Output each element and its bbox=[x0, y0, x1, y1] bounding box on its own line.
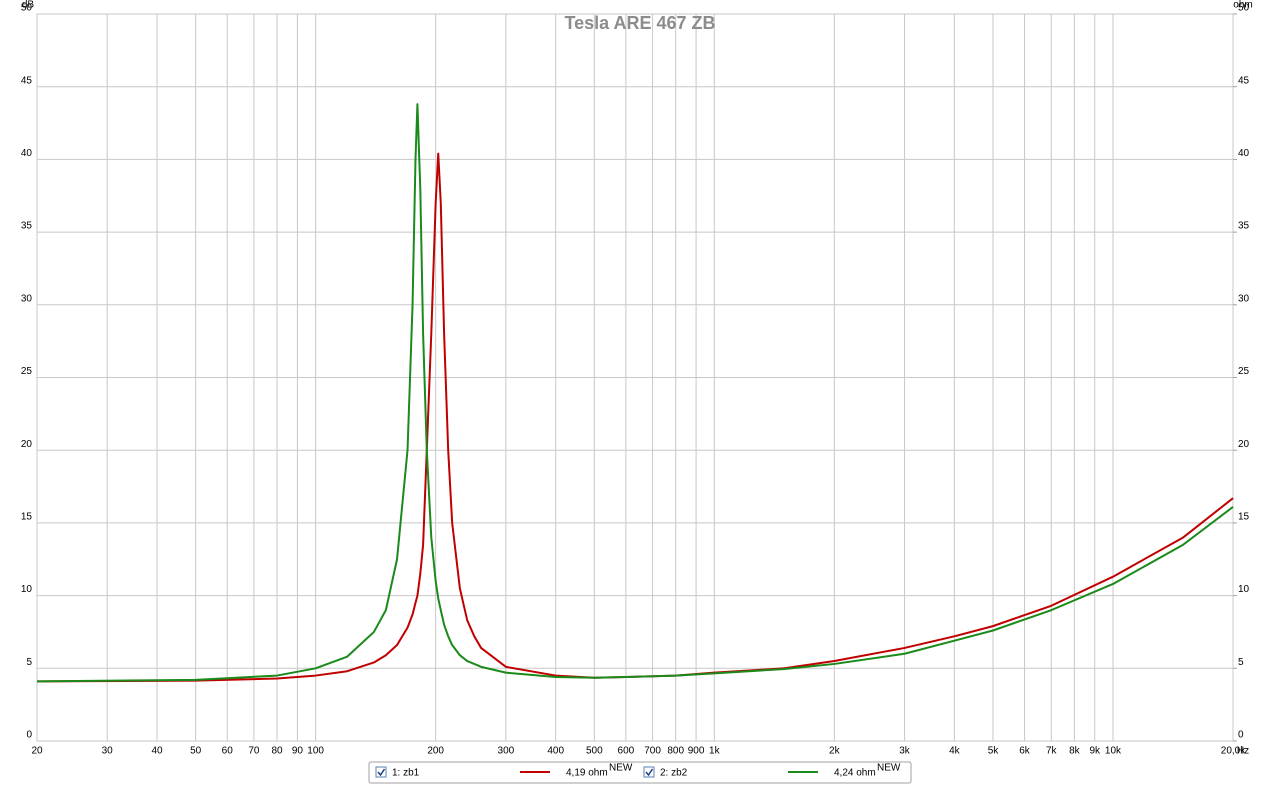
x-tick-label: 3k bbox=[899, 746, 911, 757]
y-tick-label: 25 bbox=[21, 366, 33, 377]
legend-badge: NEW bbox=[877, 763, 901, 774]
y-tick-label: 45 bbox=[21, 75, 33, 86]
x-tick-label: 100 bbox=[307, 746, 324, 757]
legend-checkmark bbox=[377, 768, 386, 777]
y-tick-label: 30 bbox=[21, 293, 33, 304]
y-tick-label: 20 bbox=[21, 439, 33, 450]
x-tick-label: 9k bbox=[1089, 746, 1101, 757]
x-tick-label: 10k bbox=[1105, 746, 1122, 757]
y-tick-label: 15 bbox=[21, 512, 33, 523]
x-tick-label: 800 bbox=[667, 746, 684, 757]
series-line bbox=[36, 103, 1234, 683]
x-tick-label: 6k bbox=[1019, 746, 1031, 757]
x-tick-label: 60 bbox=[222, 746, 234, 757]
x-tick-label: 80 bbox=[271, 746, 283, 757]
y2-tick-label: 50 bbox=[1238, 3, 1250, 14]
legend-checkbox[interactable] bbox=[643, 766, 655, 778]
y2-tick-label: 30 bbox=[1238, 293, 1250, 304]
x-tick-label: 8k bbox=[1069, 746, 1081, 757]
x-tick-label: 1k bbox=[709, 746, 721, 757]
legend-value: 4,19 ohm bbox=[566, 768, 608, 779]
chart-title: Tesla ARE 467 ZB bbox=[564, 13, 715, 33]
y2-tick-label: 45 bbox=[1238, 75, 1250, 86]
x-tick-label: 50 bbox=[190, 746, 202, 757]
x-tick-label: 70 bbox=[248, 746, 260, 757]
legend-box bbox=[368, 761, 912, 784]
x-axis-unit: Hz bbox=[1237, 746, 1249, 757]
x-tick-label: 2k bbox=[829, 746, 841, 757]
y-axis-unit: dB bbox=[22, 0, 35, 11]
x-tick-label: 600 bbox=[618, 746, 635, 757]
x-tick-label: 700 bbox=[644, 746, 661, 757]
x-tick-label: 90 bbox=[292, 746, 304, 757]
x-tick-label: 40 bbox=[151, 746, 163, 757]
x-tick-label: 300 bbox=[498, 746, 515, 757]
legend-label: 1: zb1 bbox=[392, 768, 420, 779]
x-tick-label: 500 bbox=[586, 746, 603, 757]
x-tick-label: 5k bbox=[988, 746, 1000, 757]
y-tick-label: 35 bbox=[21, 221, 33, 232]
x-tick-label: 400 bbox=[547, 746, 564, 757]
y2-tick-label: 15 bbox=[1238, 512, 1250, 523]
y2-tick-label: 20 bbox=[1238, 439, 1250, 450]
y2-tick-label: 0 bbox=[1238, 730, 1244, 741]
y2-tick-label: 5 bbox=[1238, 657, 1244, 668]
y2-axis-unit: ohm bbox=[1233, 0, 1252, 11]
y2-tick-label: 40 bbox=[1238, 148, 1250, 159]
y-tick-label: 10 bbox=[21, 584, 33, 595]
x-tick-label: 200 bbox=[427, 746, 444, 757]
y2-tick-label: 35 bbox=[1238, 221, 1250, 232]
y-tick-label: 50 bbox=[21, 3, 33, 14]
y2-tick-label: 10 bbox=[1238, 584, 1250, 595]
x-tick-label: 30 bbox=[102, 746, 114, 757]
x-tick-label: 20 bbox=[31, 746, 43, 757]
x-tick-label: 900 bbox=[688, 746, 705, 757]
legend-value: 4,24 ohm bbox=[834, 768, 876, 779]
series-line bbox=[36, 152, 1234, 683]
y-tick-label: 5 bbox=[26, 657, 32, 668]
legend-badge: NEW bbox=[609, 763, 633, 774]
x-tick-label: 7k bbox=[1046, 746, 1058, 757]
legend-label: 2: zb2 bbox=[660, 768, 688, 779]
x-tick-label: 4k bbox=[949, 746, 961, 757]
legend-checkbox[interactable] bbox=[375, 766, 387, 778]
y-tick-label: 40 bbox=[21, 148, 33, 159]
y2-tick-label: 25 bbox=[1238, 366, 1250, 377]
y-tick-label: 0 bbox=[26, 730, 32, 741]
legend-checkmark bbox=[645, 768, 654, 777]
x-tick-label: 20,0k bbox=[1221, 746, 1246, 757]
